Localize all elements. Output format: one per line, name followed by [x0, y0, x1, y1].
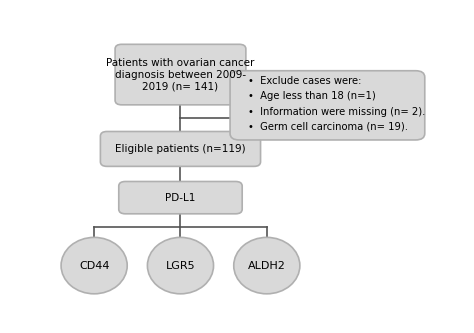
- Text: •  Exclude cases were:
•  Age less than 18 (n=1)
•  Information were missing (n=: • Exclude cases were: • Age less than 18…: [248, 76, 426, 132]
- Text: Patients with ovarian cancer
diagnosis between 2009-
2019 (n= 141): Patients with ovarian cancer diagnosis b…: [106, 58, 255, 91]
- Text: ALDH2: ALDH2: [248, 261, 286, 271]
- Text: LGR5: LGR5: [166, 261, 195, 271]
- FancyBboxPatch shape: [115, 44, 246, 105]
- Text: CD44: CD44: [79, 261, 109, 271]
- Text: PD-L1: PD-L1: [165, 193, 196, 203]
- FancyBboxPatch shape: [119, 181, 242, 214]
- FancyBboxPatch shape: [100, 132, 261, 166]
- Ellipse shape: [61, 237, 127, 294]
- Ellipse shape: [147, 237, 213, 294]
- FancyBboxPatch shape: [230, 71, 425, 140]
- Ellipse shape: [234, 237, 300, 294]
- Text: Eligible patients (n=119): Eligible patients (n=119): [115, 144, 246, 154]
